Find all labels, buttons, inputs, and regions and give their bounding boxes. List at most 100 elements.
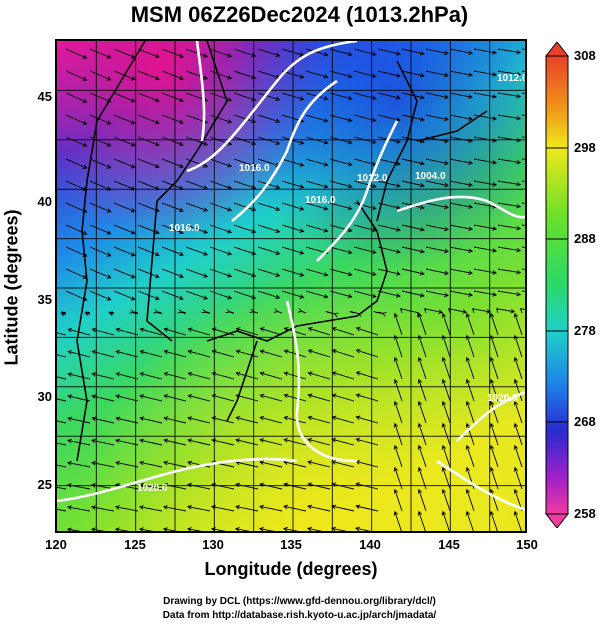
streamline-arrow bbox=[186, 527, 192, 531]
streamline-arrow bbox=[235, 438, 241, 443]
streamline bbox=[377, 290, 401, 297]
y-tick-label: 25 bbox=[37, 477, 52, 492]
streamline-arrow bbox=[516, 159, 522, 165]
streamline bbox=[514, 401, 523, 424]
streamline bbox=[377, 92, 401, 99]
streamline bbox=[89, 180, 111, 191]
streamline-arrow bbox=[492, 116, 498, 121]
streamline-arrow bbox=[492, 182, 498, 187]
streamline-arrow bbox=[468, 138, 474, 143]
streamline-arrow bbox=[187, 349, 193, 355]
streamline bbox=[260, 461, 283, 468]
streamline bbox=[92, 328, 115, 336]
streamline-arrow bbox=[393, 334, 399, 340]
streamline bbox=[329, 224, 352, 232]
streamline-arrow bbox=[347, 271, 353, 277]
streamline bbox=[401, 246, 425, 253]
streamline bbox=[91, 528, 105, 531]
streamline bbox=[65, 114, 87, 125]
streamline-arrow bbox=[162, 527, 168, 531]
streamline-arrow bbox=[259, 415, 265, 421]
streamline-arrow bbox=[106, 208, 112, 213]
streamline bbox=[497, 290, 521, 296]
streamline bbox=[233, 136, 256, 145]
streamline-arrow bbox=[465, 356, 471, 362]
streamline-arrow bbox=[516, 291, 522, 297]
streamline-arrow bbox=[251, 228, 257, 234]
streamline-arrow bbox=[513, 356, 519, 362]
streamline bbox=[57, 442, 67, 446]
streamline bbox=[212, 372, 235, 380]
streamline bbox=[418, 467, 427, 490]
streamline bbox=[65, 180, 87, 191]
streamline-arrow bbox=[82, 98, 88, 103]
streamline-arrow bbox=[444, 270, 449, 276]
streamline bbox=[209, 224, 232, 233]
streamline bbox=[331, 505, 355, 512]
streamline bbox=[308, 438, 331, 446]
streamline bbox=[260, 372, 283, 380]
streamline-arrow bbox=[154, 53, 160, 59]
streamline-arrow bbox=[106, 164, 112, 169]
streamline-arrow bbox=[371, 293, 377, 299]
streamline bbox=[281, 48, 304, 56]
streamline bbox=[497, 70, 521, 76]
streamline-arrow bbox=[331, 371, 337, 376]
streamline bbox=[257, 224, 280, 233]
streamline bbox=[394, 313, 403, 336]
streamline-arrow bbox=[465, 488, 471, 494]
streamline-arrow bbox=[211, 482, 216, 488]
streamline-arrow bbox=[273, 308, 279, 313]
streamline-arrow bbox=[419, 292, 425, 298]
streamline-arrow bbox=[462, 309, 468, 314]
streamline-arrow bbox=[179, 251, 184, 256]
streamline bbox=[305, 48, 328, 56]
streamline bbox=[284, 394, 307, 402]
streamline-arrow bbox=[115, 327, 121, 333]
streamline-arrow bbox=[130, 208, 136, 213]
streamline-arrow bbox=[82, 76, 88, 81]
streamline bbox=[353, 224, 376, 232]
streamline bbox=[425, 180, 449, 187]
streamline-arrow bbox=[307, 504, 313, 510]
streamline bbox=[329, 48, 352, 56]
streamline bbox=[514, 335, 523, 358]
streamline-arrow bbox=[444, 50, 449, 56]
streamline bbox=[257, 136, 280, 145]
streamline-arrow bbox=[489, 466, 495, 472]
streamline bbox=[305, 158, 328, 166]
streamline-arrow bbox=[419, 160, 425, 166]
streamline-arrow bbox=[417, 312, 423, 318]
streamline-arrow bbox=[371, 139, 377, 145]
streamline-arrow bbox=[187, 327, 193, 332]
streamline-arrow bbox=[211, 349, 217, 355]
streamline bbox=[418, 489, 427, 512]
streamline bbox=[233, 114, 256, 123]
streamline bbox=[209, 48, 232, 57]
streamline bbox=[284, 327, 307, 336]
streamline bbox=[490, 335, 499, 358]
credit-data: Data from http://database.rish.kyoto-u.a… bbox=[162, 610, 437, 621]
streamline-arrow bbox=[307, 393, 313, 399]
streamline-arrow bbox=[106, 54, 112, 59]
streamline bbox=[399, 308, 419, 314]
streamline bbox=[305, 180, 328, 188]
streamline bbox=[353, 136, 376, 144]
streamline-arrow bbox=[347, 249, 353, 255]
streamline-arrow bbox=[179, 295, 184, 300]
streamline-arrow bbox=[307, 326, 313, 332]
streamline-arrow bbox=[371, 183, 377, 189]
streamline bbox=[140, 372, 163, 380]
streamline-arrow bbox=[492, 72, 498, 77]
streamline bbox=[514, 467, 523, 490]
streamline-arrow bbox=[347, 293, 353, 299]
streamline bbox=[115, 484, 139, 490]
streamline bbox=[490, 511, 498, 531]
lat-lon-grid bbox=[57, 41, 525, 531]
streamline-arrow bbox=[419, 94, 425, 100]
streamline-arrow bbox=[130, 120, 136, 125]
streamline bbox=[425, 48, 449, 55]
streamline-arrow bbox=[130, 142, 136, 147]
streamline-arrow bbox=[441, 444, 447, 450]
streamline bbox=[353, 70, 376, 78]
